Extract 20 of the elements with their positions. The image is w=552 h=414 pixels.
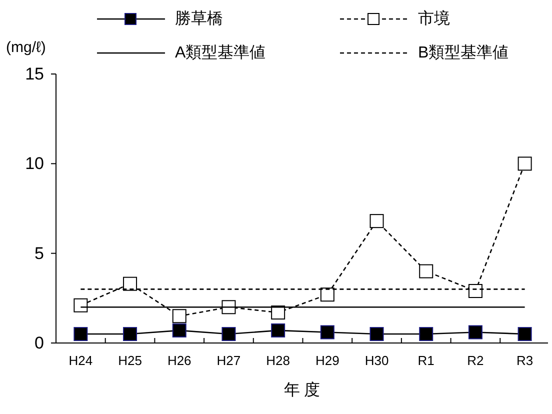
y-tick-label: 5	[34, 244, 44, 263]
x-tick-label: H27	[216, 353, 241, 368]
x-tick-label: H25	[118, 353, 142, 368]
legend-label: 市境	[418, 10, 450, 28]
legend-label: B類型基準値	[418, 44, 509, 62]
x-tick-label: H30	[364, 353, 389, 368]
y-tick-label: 0	[34, 334, 44, 352]
legend-label: A類型基準値	[175, 44, 266, 62]
legend-label: 勝草橋	[175, 10, 223, 28]
x-tick-label: H26	[167, 353, 192, 368]
x-tick-label: H24	[68, 353, 93, 368]
y-axis-title: (mg/ℓ)	[6, 39, 46, 56]
x-tick-label: R3	[516, 353, 534, 368]
x-tick-label: H29	[315, 353, 340, 368]
y-tick-label: 10	[25, 154, 44, 174]
x-axis-title: 年 度	[284, 381, 320, 399]
x-tick-label: H28	[266, 353, 290, 368]
x-tick-label: R1	[418, 353, 434, 368]
y-tick-label: 15	[25, 64, 44, 84]
x-tick-label: R2	[467, 353, 484, 368]
